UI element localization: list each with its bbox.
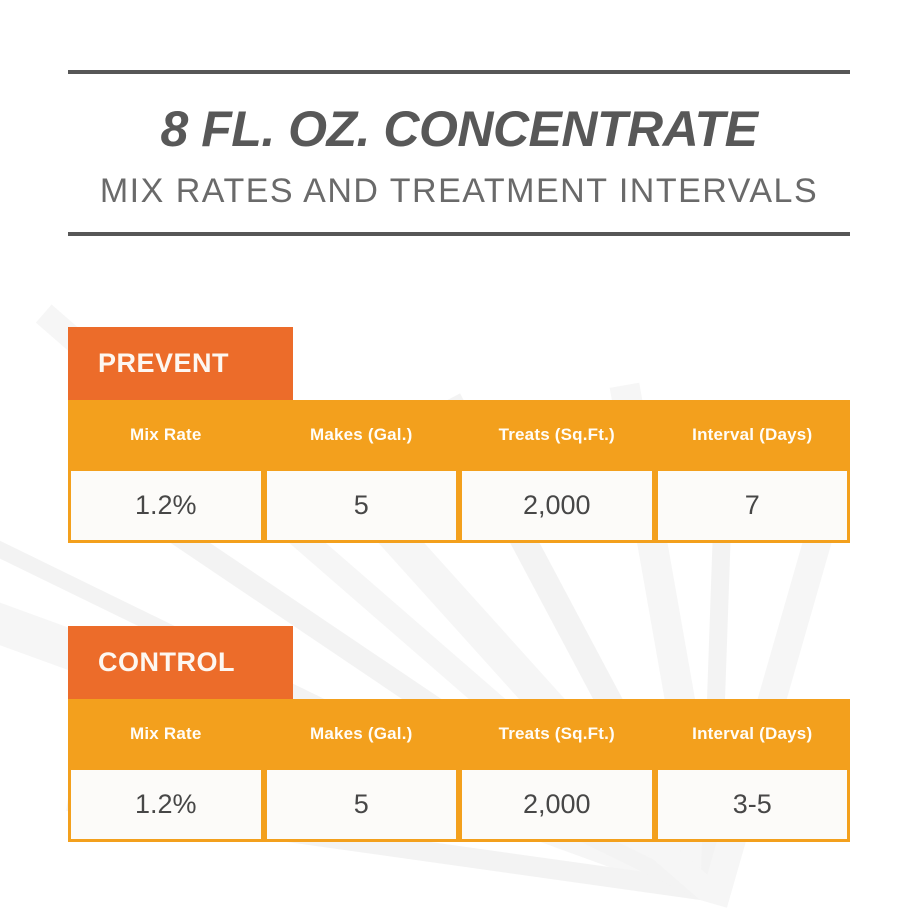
prevent-interval-value: 7 [654,468,850,543]
column-header-mix-rate: Mix Rate [129,424,202,444]
control-mix-rate-value: 1.2% [68,767,264,842]
column-header-makes-gal: Makes (Gal.) [309,424,413,444]
control-makes-value: 5 [263,767,459,842]
prevent-makes-value: 5 [263,468,459,543]
header-top-rule [68,70,850,74]
page-title: 8 FL. OZ. CONCENTRATE [160,101,758,157]
control-table: CONTROL Mix Rate Makes (Gal.) Treats (Sq… [68,626,850,842]
control-tab: CONTROL [68,626,293,699]
header-bottom-rule [68,232,850,236]
column-header-makes-gal: Makes (Gal.) [309,723,413,743]
page-subtitle: MIX RATES AND TREATMENT INTERVALS [99,172,819,210]
column-header-treats-sqft: Treats (Sq.Ft.) [498,723,615,743]
control-value-row: 1.2% 5 2,000 3-5 [68,767,850,842]
column-header-mix-rate: Mix Rate [129,723,202,743]
prevent-tab: PREVENT [68,327,293,400]
prevent-mix-rate-value: 1.2% [68,468,264,543]
control-tab-label: CONTROL [98,647,235,677]
prevent-treats-value: 2,000 [459,468,655,543]
prevent-tab-label: PREVENT [98,348,230,378]
control-header-row: Mix Rate Makes (Gal.) Treats (Sq.Ft.) In… [68,699,850,767]
prevent-header-row: Mix Rate Makes (Gal.) Treats (Sq.Ft.) In… [68,400,850,468]
control-treats-value: 2,000 [459,767,655,842]
column-header-interval-days: Interval (Days) [692,424,813,444]
column-header-interval-days: Interval (Days) [692,723,813,743]
control-interval-value: 3-5 [654,767,850,842]
prevent-table: PREVENT Mix Rate Makes (Gal.) Treats (Sq… [68,327,850,543]
prevent-value-row: 1.2% 5 2,000 7 [68,468,850,543]
column-header-treats-sqft: Treats (Sq.Ft.) [498,424,615,444]
header-block: 8 FL. OZ. CONCENTRATE MIX RATES AND TREA… [68,70,850,236]
